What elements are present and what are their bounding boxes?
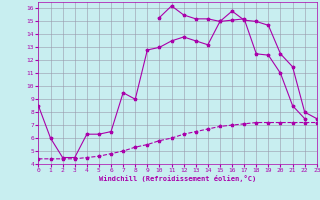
X-axis label: Windchill (Refroidissement éolien,°C): Windchill (Refroidissement éolien,°C): [99, 175, 256, 182]
